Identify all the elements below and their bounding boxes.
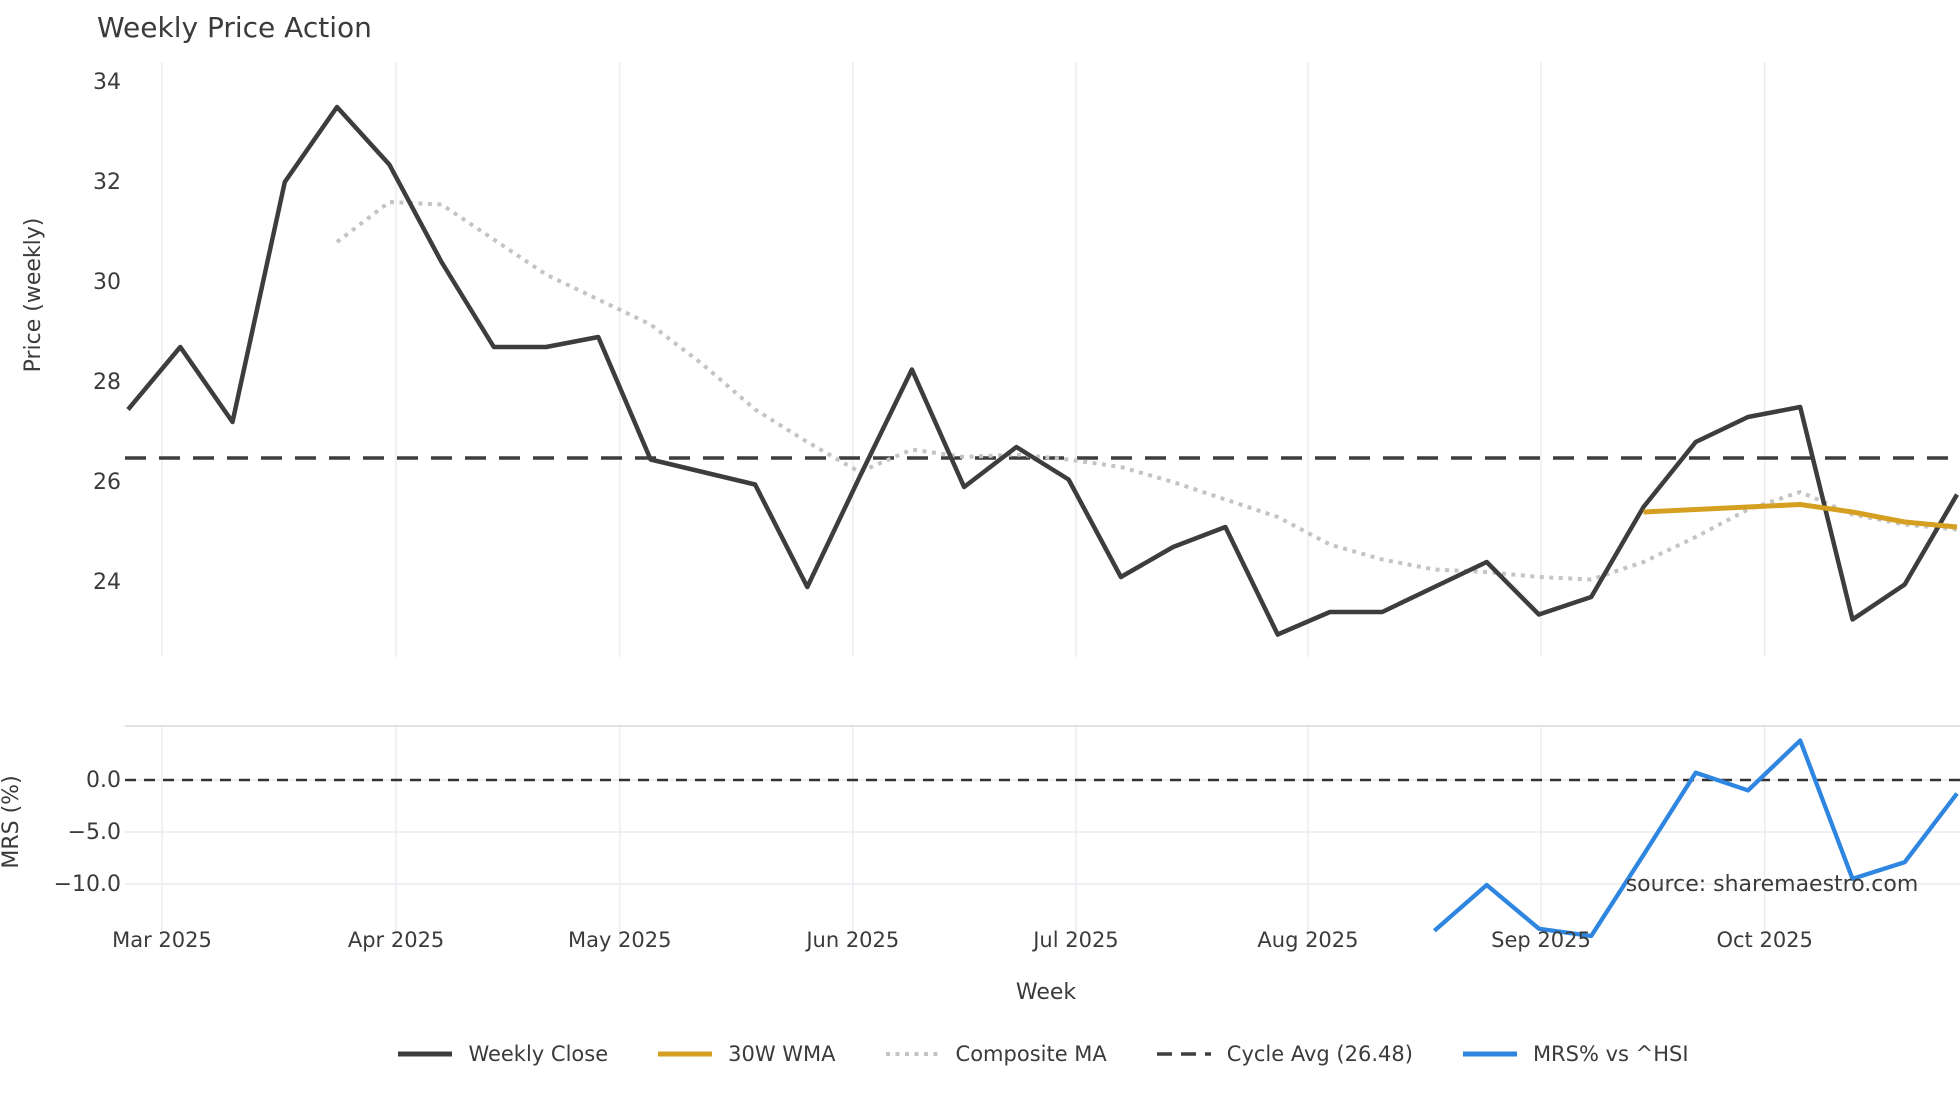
x-month-tick-label: Apr 2025 — [348, 928, 444, 952]
weekly-close-line — [126, 104, 1959, 637]
mrs-y-tick-label: −10.0 — [54, 872, 121, 897]
price-y-tick-label: 28 — [93, 370, 121, 395]
gridline-layer — [125, 62, 1960, 946]
x-month-tick-label: May 2025 — [568, 928, 672, 952]
price-y-axis-label: Price (weekly) — [21, 218, 46, 373]
mrs-y-tick-label: 0.0 — [86, 768, 121, 793]
mrs-y-axis-label: MRS (%) — [0, 775, 24, 868]
x-month-tick-label: Jul 2025 — [1031, 928, 1118, 952]
price-y-tick-label: 30 — [93, 270, 121, 295]
x-month-tick-label: Aug 2025 — [1257, 928, 1358, 952]
price-y-tick-label: 26 — [93, 470, 121, 495]
x-month-tick-label: Oct 2025 — [1716, 928, 1812, 952]
legend-label: 30W WMA — [728, 1042, 836, 1066]
price-y-tick-label: 24 — [93, 570, 121, 595]
price-y-tick-label: 34 — [93, 70, 121, 95]
legend-item: Cycle Avg (26.48) — [1155, 1042, 1413, 1066]
legend-swatch-solid-icon — [398, 1051, 453, 1057]
legend-swatch-dotted-icon — [885, 1052, 940, 1056]
chart-title: Weekly Price Action — [97, 11, 372, 44]
x-month-tick-label: Sep 2025 — [1491, 928, 1591, 952]
legend-item: Weekly Close — [396, 1042, 608, 1066]
source-watermark: source: sharemaestro.com — [1626, 872, 1919, 897]
axis-text-layer: 34 32 30 28 26 24 0.0 −5.0 −10.0 Mar 2025 Apr 2025… — [54, 70, 1813, 952]
price-y-tick-label: 32 — [93, 170, 121, 195]
mrs-line — [1432, 738, 1959, 939]
composite-ma-line — [335, 200, 1958, 582]
legend-label: Composite MA — [955, 1042, 1107, 1066]
x-axis-label: Week — [1016, 980, 1077, 1005]
legend-swatch-solid-icon — [658, 1051, 713, 1057]
legend-item: 30W WMA — [656, 1042, 836, 1066]
series-layer — [125, 104, 1960, 939]
legend-label: Cycle Avg (26.48) — [1226, 1042, 1413, 1066]
x-month-tick-label: Jun 2025 — [804, 928, 899, 952]
legend-label: Weekly Close — [468, 1042, 609, 1066]
x-month-tick-label: Mar 2025 — [112, 928, 212, 952]
legend-item: MRS% vs ^HSI — [1461, 1042, 1689, 1066]
legend-item: Composite MA — [884, 1042, 1107, 1066]
chart-legend: Weekly Close 30W WMA Composite MA Cycle Avg… — [125, 1034, 1960, 1074]
mrs-y-tick-label: −5.0 — [68, 820, 121, 845]
legend-swatch-solid-icon — [1462, 1051, 1517, 1057]
wma-30w-line — [1643, 502, 1958, 530]
legend-label: MRS% vs ^HSI — [1532, 1042, 1689, 1066]
legend-swatch-dashed-icon — [1156, 1052, 1211, 1056]
